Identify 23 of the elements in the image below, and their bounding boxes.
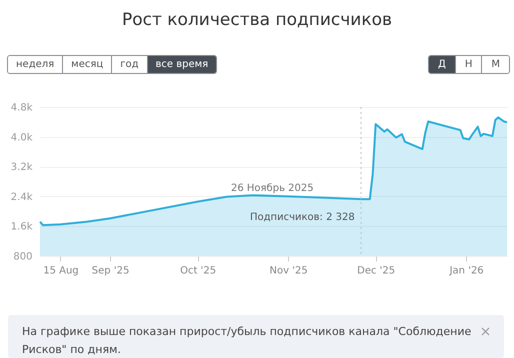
x-tick-label: Jan '26 [448,266,484,276]
y-tick-label: 2.4k [10,192,33,203]
text: На графике выше показан прирост/убыль подписчиков канала "Соблюдение Рисков" по дням. [22,325,472,356]
text: год [111,56,146,73]
x-tick-label: Nov '25 [270,266,308,276]
annotation: Подписчиков: 2 328 [250,212,355,223]
x-tick-label: 15 Aug [43,266,79,276]
text: все время [146,56,216,73]
text: Н [454,56,482,73]
y-tick-label: 4.8k [10,102,33,114]
text: месяц [62,56,112,73]
y-tick-label: 3.2k [10,162,33,174]
text: неделя [8,56,62,73]
y-tick-label: 1.6k [10,222,33,233]
annotation: 26 Ноябрь 2025 [231,183,314,194]
text: М [481,56,509,73]
x-tick-label: Sep '25 [92,266,130,276]
y-tick-label: 800 [13,252,32,262]
y-tick-label: 4.0k [10,132,33,144]
x-tick-label: Dec '25 [357,266,396,276]
text: Д [429,56,455,73]
chart-title: Рост количества подписчиков [120,10,394,30]
x-tick-label: Oct '25 [180,266,216,276]
